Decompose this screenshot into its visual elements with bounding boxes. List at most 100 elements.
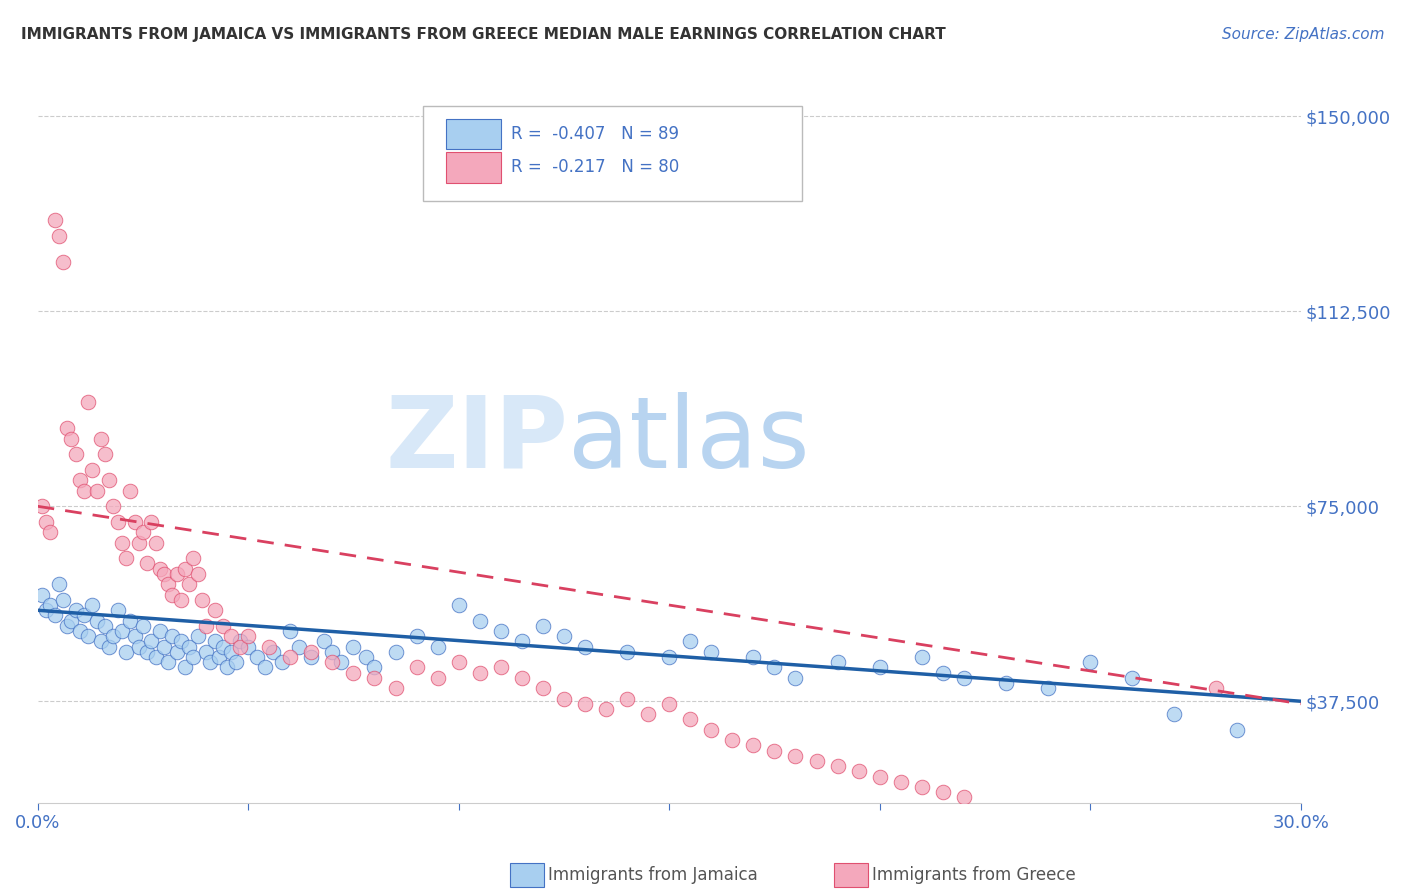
Point	[785, 671, 807, 685]
Point	[342, 665, 364, 680]
Point	[208, 650, 231, 665]
Point	[468, 614, 491, 628]
Point	[141, 515, 163, 529]
Point	[204, 603, 226, 617]
Point	[204, 634, 226, 648]
Point	[553, 629, 575, 643]
Point	[136, 645, 159, 659]
Point	[953, 790, 976, 805]
Point	[553, 691, 575, 706]
Point	[806, 754, 828, 768]
Text: ZIP: ZIP	[385, 392, 568, 489]
Point	[166, 645, 188, 659]
Point	[785, 748, 807, 763]
Point	[191, 592, 214, 607]
Point	[447, 598, 470, 612]
Point	[890, 774, 912, 789]
Point	[44, 213, 66, 227]
Point	[679, 713, 702, 727]
Point	[225, 655, 247, 669]
Point	[869, 660, 891, 674]
Point	[827, 655, 849, 669]
Point	[174, 660, 197, 674]
Point	[742, 739, 765, 753]
Point	[128, 535, 150, 549]
Point	[174, 562, 197, 576]
Point	[48, 577, 70, 591]
Point	[278, 650, 301, 665]
Point	[869, 770, 891, 784]
Point	[52, 592, 75, 607]
Point	[489, 624, 512, 638]
Point	[90, 432, 112, 446]
Point	[287, 640, 309, 654]
Point	[124, 629, 146, 643]
Point	[363, 660, 385, 674]
Point	[48, 229, 70, 244]
Point	[384, 681, 406, 696]
Point	[700, 645, 723, 659]
Point	[73, 608, 96, 623]
Point	[531, 681, 554, 696]
Point	[848, 764, 870, 779]
Text: Immigrants from Greece: Immigrants from Greece	[872, 866, 1076, 884]
Point	[31, 588, 53, 602]
Point	[616, 691, 638, 706]
Point	[932, 665, 955, 680]
Point	[932, 785, 955, 799]
Point	[742, 650, 765, 665]
Point	[73, 483, 96, 498]
Point	[98, 473, 121, 487]
Point	[111, 535, 134, 549]
Text: R =  -0.407   N = 89: R = -0.407 N = 89	[512, 125, 679, 143]
Point	[721, 733, 744, 747]
Point	[82, 463, 104, 477]
Point	[217, 660, 239, 674]
Point	[187, 566, 209, 581]
Point	[132, 619, 155, 633]
Text: R =  -0.217   N = 80: R = -0.217 N = 80	[512, 159, 679, 177]
Point	[468, 665, 491, 680]
Point	[405, 629, 427, 643]
Point	[595, 702, 617, 716]
Point	[56, 619, 79, 633]
Point	[153, 566, 176, 581]
Point	[531, 619, 554, 633]
Point	[229, 634, 252, 648]
Point	[170, 592, 193, 607]
Point	[145, 535, 167, 549]
Point	[124, 515, 146, 529]
Point	[658, 697, 681, 711]
Point	[911, 780, 934, 794]
Point	[65, 603, 87, 617]
Point	[827, 759, 849, 773]
Point	[170, 634, 193, 648]
Point	[321, 655, 343, 669]
Point	[354, 650, 377, 665]
Point	[221, 629, 243, 643]
Point	[35, 603, 58, 617]
Point	[56, 421, 79, 435]
Point	[107, 603, 129, 617]
Point	[90, 634, 112, 648]
Point	[447, 655, 470, 669]
Point	[136, 557, 159, 571]
FancyBboxPatch shape	[446, 119, 501, 149]
Point	[111, 624, 134, 638]
Point	[700, 723, 723, 737]
Point	[510, 671, 533, 685]
Point	[253, 660, 276, 674]
Point	[86, 483, 108, 498]
Point	[77, 629, 100, 643]
Point	[637, 707, 659, 722]
Point	[179, 640, 201, 654]
Point	[238, 640, 260, 654]
Point	[679, 634, 702, 648]
Point	[103, 629, 125, 643]
Point	[1121, 671, 1143, 685]
Point	[278, 624, 301, 638]
Text: Source: ZipAtlas.com: Source: ZipAtlas.com	[1222, 27, 1385, 42]
Point	[1163, 707, 1185, 722]
Point	[120, 614, 142, 628]
Point	[299, 645, 322, 659]
